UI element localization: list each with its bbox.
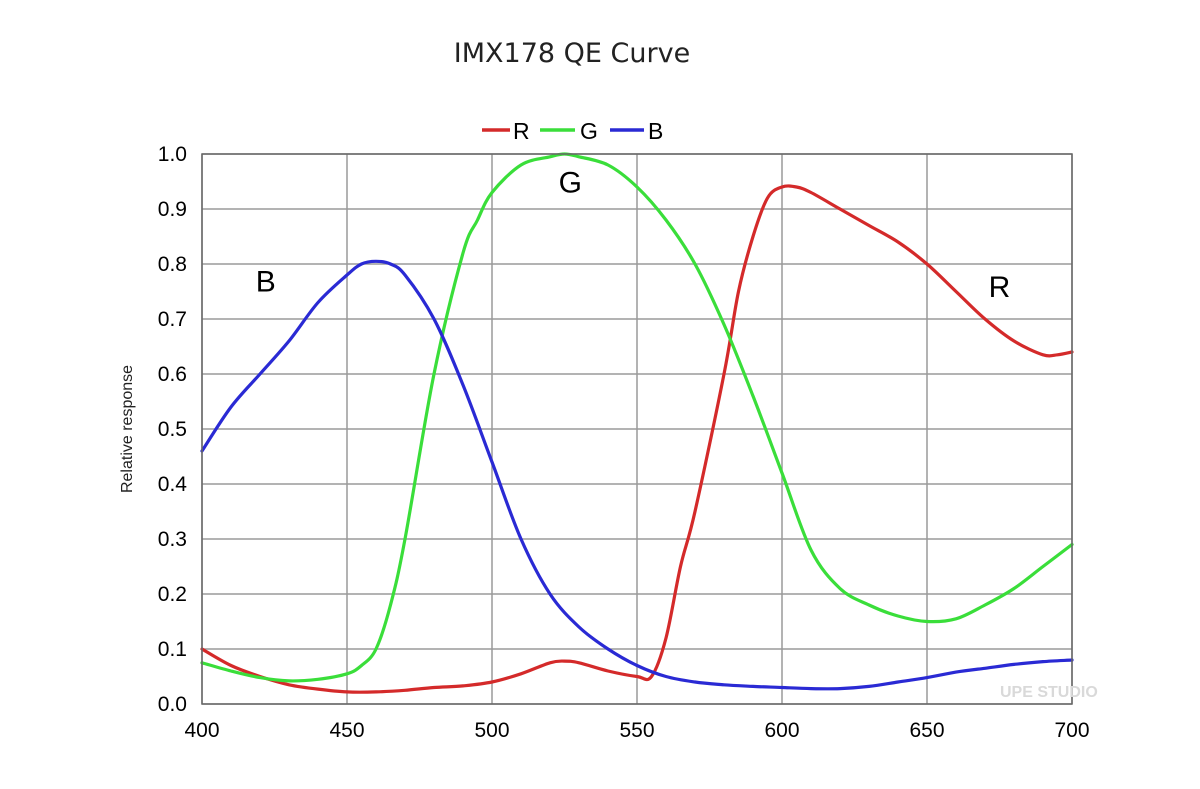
annotation-b: B <box>256 266 276 299</box>
x-tick-label: 700 <box>1054 719 1089 742</box>
legend-label-b: B <box>648 118 663 144</box>
annotation-r: R <box>989 271 1011 304</box>
x-tick-labels: 400 450 500 550 600 650 700 <box>184 719 1089 742</box>
legend: R G B <box>482 118 663 144</box>
x-tick-label: 600 <box>764 719 799 742</box>
y-tick-label: 0.8 <box>158 253 187 276</box>
y-tick-labels: 0.0 0.1 0.2 0.3 0.4 0.5 0.6 0.7 0.8 0.9 … <box>158 143 188 716</box>
legend-label-r: R <box>513 118 530 144</box>
y-tick-label: 0.7 <box>158 308 187 331</box>
plot-frame <box>201 153 1073 705</box>
y-tick-label: 0.6 <box>158 363 187 386</box>
x-tick-label: 550 <box>619 719 654 742</box>
series-line-g <box>200 152 1074 683</box>
y-tick-label: 0.3 <box>158 528 187 551</box>
legend-label-g: G <box>580 118 598 144</box>
y-tick-label: 0.4 <box>158 473 188 496</box>
y-axis-label: Relative response <box>119 365 136 493</box>
x-tick-label: 650 <box>909 719 944 742</box>
y-tick-label: 0.1 <box>158 638 187 661</box>
y-tick-label: 0.2 <box>158 583 187 606</box>
annotation-g: G <box>559 167 582 200</box>
x-tick-label: 500 <box>474 719 509 742</box>
y-tick-label: 1.0 <box>158 143 187 166</box>
series-line-b <box>200 259 1074 691</box>
series-layer <box>200 152 1074 694</box>
chart-title: IMX178 QE Curve <box>454 38 690 69</box>
x-tick-label: 400 <box>184 719 219 742</box>
y-tick-label: 0.5 <box>158 418 187 441</box>
x-tick-label: 450 <box>329 719 364 742</box>
series-line-r <box>200 184 1074 694</box>
y-tick-label: 0.9 <box>158 198 187 221</box>
watermark: UPE STUDIO <box>1000 684 1098 701</box>
curve-annotations: B G R <box>256 167 1011 305</box>
y-tick-label: 0.0 <box>158 693 187 716</box>
